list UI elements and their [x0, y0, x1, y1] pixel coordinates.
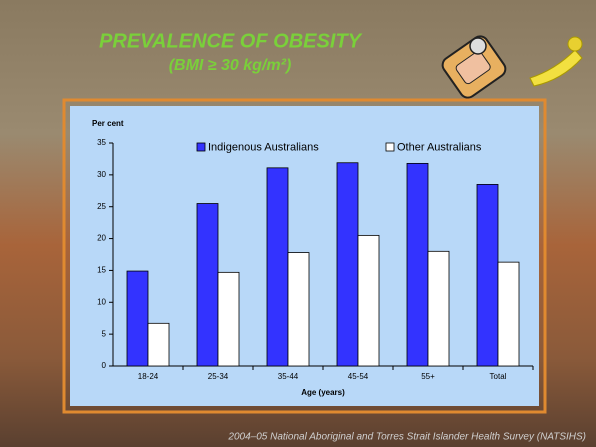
- y-tick-label: 5: [102, 329, 107, 338]
- x-tick-label: 25-34: [208, 372, 229, 381]
- subtitle: (BMI ≥ 30 kg/m²): [169, 57, 292, 74]
- bar: [476, 184, 499, 367]
- bar: [336, 162, 359, 367]
- x-tick-label: 45-54: [348, 372, 369, 381]
- legend-swatch: [385, 142, 395, 152]
- y-tick-label: 35: [97, 138, 106, 147]
- tape-icon: [529, 36, 583, 87]
- y-axis-label: Per cent: [92, 119, 124, 128]
- y-tick-label: 10: [97, 297, 106, 306]
- x-axis-label: Age (years): [301, 388, 345, 397]
- scale-icon: [441, 35, 507, 99]
- y-tick-label: 15: [97, 266, 106, 275]
- x-tick-label: 35-44: [278, 372, 299, 381]
- bar: [406, 162, 429, 367]
- y-tick-label: 30: [97, 170, 106, 179]
- x-tick-label: 55+: [421, 372, 435, 381]
- footer: 2004–05 National Aboriginal and Torres S…: [227, 432, 586, 443]
- bar: [217, 271, 240, 367]
- panel-border: [62, 98, 547, 414]
- bar: [196, 203, 219, 367]
- legend-swatch: [196, 142, 206, 152]
- bar: [287, 252, 310, 367]
- bar: [147, 322, 170, 367]
- x-tick-label: Total: [490, 372, 507, 381]
- y-tick-label: 0: [102, 361, 107, 370]
- bar: [357, 234, 380, 367]
- x-tick-label: 18-24: [138, 372, 159, 381]
- bar: [427, 250, 450, 367]
- y-tick-label: 20: [97, 234, 106, 243]
- legend-label: Other Australians: [397, 141, 482, 153]
- bar: [497, 261, 520, 367]
- title: PREVALENCE OF OBESITY: [99, 30, 363, 52]
- bar: [266, 167, 289, 367]
- bar: [126, 270, 149, 367]
- legend-label: Indigenous Australians: [208, 141, 319, 153]
- y-tick-label: 25: [97, 202, 106, 211]
